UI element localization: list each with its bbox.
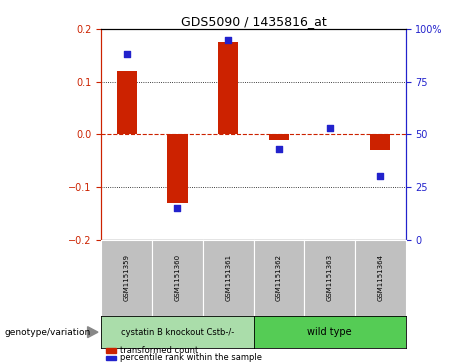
- Point: [326, 125, 333, 131]
- Bar: [370, 134, 390, 150]
- Text: GSM1151361: GSM1151361: [225, 254, 231, 301]
- Bar: [167, 134, 188, 203]
- Text: GSM1151360: GSM1151360: [174, 254, 181, 301]
- Text: cystatin B knockout Cstb-/-: cystatin B knockout Cstb-/-: [121, 328, 234, 337]
- Point: [123, 52, 130, 57]
- Title: GDS5090 / 1435816_at: GDS5090 / 1435816_at: [181, 15, 326, 28]
- Bar: [218, 42, 238, 134]
- Point: [225, 37, 232, 42]
- Text: transformed count: transformed count: [120, 346, 198, 355]
- Text: GSM1151359: GSM1151359: [124, 254, 130, 301]
- Point: [377, 174, 384, 179]
- Bar: [269, 134, 289, 139]
- Point: [174, 205, 181, 211]
- Text: GSM1151362: GSM1151362: [276, 254, 282, 301]
- Point: [275, 146, 283, 152]
- Text: GSM1151364: GSM1151364: [377, 254, 384, 301]
- Text: genotype/variation: genotype/variation: [5, 328, 91, 337]
- Bar: [117, 71, 137, 134]
- Text: percentile rank within the sample: percentile rank within the sample: [120, 353, 262, 362]
- Text: GSM1151363: GSM1151363: [326, 254, 333, 301]
- Text: wild type: wild type: [307, 327, 352, 337]
